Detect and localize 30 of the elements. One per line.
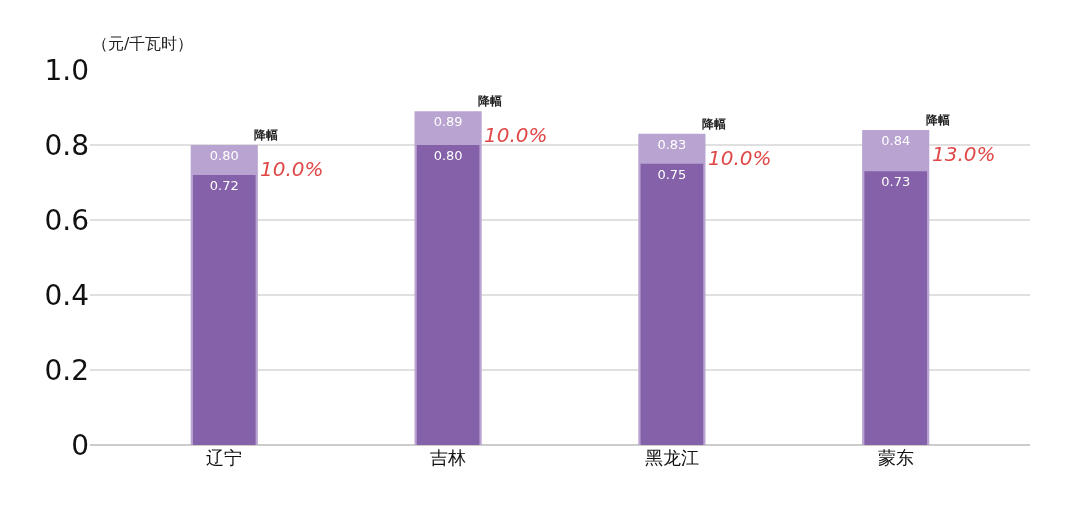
x-tick-label: 蒙东 [877,447,914,468]
data-label: 0.89 [433,114,463,130]
annotation: 降幅 [478,94,502,108]
x-tick-label: 黑龙江 [644,447,699,468]
y-tick-label: 0.4 [44,278,89,312]
annotation: 10.0% [708,146,772,170]
bar [864,171,928,445]
annotation: 降幅 [254,128,278,142]
y-axis-title: （元/千瓦时） [92,34,194,53]
data-label: 0.75 [657,166,687,182]
data-label: 0.84 [881,133,911,148]
y-tick-label: 0.8 [44,128,89,162]
x-tick-label: 吉林 [430,447,467,468]
annotation: 降幅 [926,113,950,127]
x-tick-label: 辽宁 [206,447,243,468]
data-label: 0.73 [881,174,911,190]
annotation: 13.0% [932,142,996,166]
annotation: 10.0% [484,123,548,147]
annotation: 10.0% [260,157,324,181]
annotation: 降幅 [702,117,726,131]
y-tick-label: 0 [71,428,89,462]
data-label: 0.80 [433,148,463,163]
bar [192,175,256,445]
y-tick-label: 1.0 [44,53,89,87]
data-label: 0.72 [209,178,239,193]
data-label: 0.83 [657,136,687,152]
bar [416,145,480,445]
data-label: 0.80 [209,148,239,163]
y-tick-label: 0.6 [44,203,89,237]
y-tick-label: 0.2 [44,353,89,387]
